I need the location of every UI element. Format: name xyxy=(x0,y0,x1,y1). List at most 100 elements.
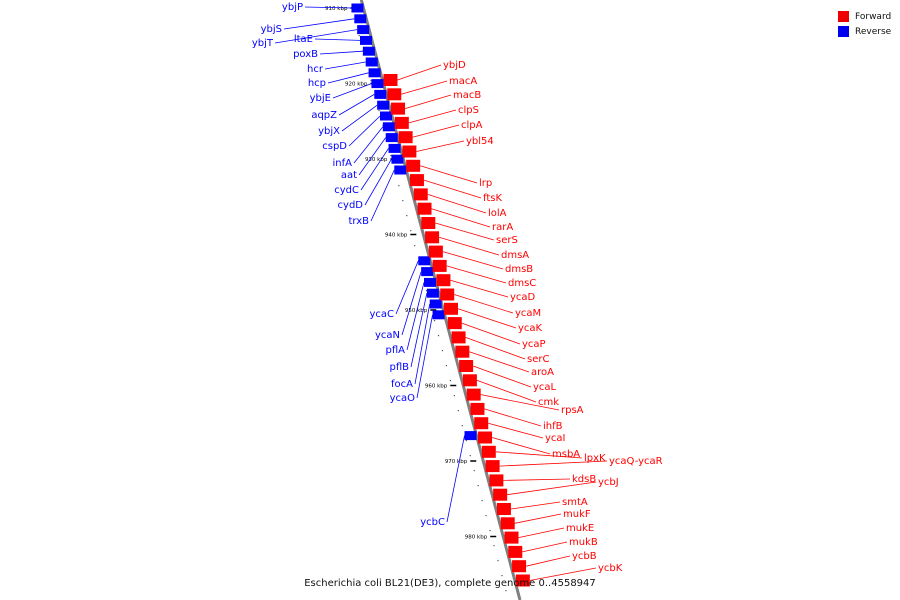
gene-leader-line xyxy=(416,140,465,152)
gene-leader-line xyxy=(514,513,562,524)
minor-tick xyxy=(437,335,440,337)
gene-feature-cydc xyxy=(388,143,401,153)
legend-item-reverse: Reverse xyxy=(838,24,891,39)
scale-tick-label: 950 kbp xyxy=(405,308,428,314)
gene-leader-line xyxy=(461,322,521,345)
gene-label-cydc: cydC xyxy=(334,185,359,196)
gene-feature-lpxk xyxy=(481,445,496,458)
gene-leader-line xyxy=(314,38,361,41)
gene-label-rpsa: rpsA xyxy=(561,405,584,416)
gene-feature-pfla xyxy=(424,277,437,287)
gene-label-hcr: hcr xyxy=(307,64,324,75)
gene-label-ycbj: ycbJ xyxy=(598,477,619,488)
gene-feature-ycak xyxy=(443,302,458,315)
gene-label-dmsb: dmsB xyxy=(505,264,533,275)
gene-leader-line xyxy=(401,80,448,95)
gene-feature-kdsb xyxy=(489,474,504,487)
minor-tick xyxy=(402,200,404,202)
gene-feature-infa xyxy=(382,122,395,132)
gene-feature-smta xyxy=(496,503,511,515)
minor-tick xyxy=(453,395,455,397)
gene-leader-line xyxy=(358,137,387,176)
gene-leader-line xyxy=(457,308,517,329)
gene-label-foca: focA xyxy=(391,379,413,390)
legend-item-forward: Forward xyxy=(838,9,891,24)
gene-label-ycam: ycaM xyxy=(515,308,541,319)
gene-leader-line xyxy=(327,72,369,84)
gene-feature-dmsc xyxy=(432,259,447,272)
gene-leader-line xyxy=(446,265,507,284)
legend-label-forward: Forward xyxy=(855,11,892,22)
gene-leader-line xyxy=(488,422,544,439)
gene-label-lrp: lrp xyxy=(479,178,492,189)
gene-leader-line xyxy=(338,94,375,116)
gene-leader-line xyxy=(438,236,500,256)
minor-tick xyxy=(489,530,491,532)
gene-feature-hcp xyxy=(368,68,381,78)
scale-tick-label: 910 kbp xyxy=(325,6,348,12)
gene-features xyxy=(351,3,530,587)
gene-label-ybjd: ybjD xyxy=(443,60,466,71)
gene-feature-trxb xyxy=(394,165,407,175)
gene-label-macb: macB xyxy=(453,90,481,101)
gene-feature-clpa xyxy=(398,131,413,144)
gene-feature-aroa xyxy=(455,345,470,358)
gene-label-ycaq-ycar: ycaQ-ycaR xyxy=(609,456,663,467)
gene-feature-rara xyxy=(417,202,432,215)
gene-label-mukb: mukB xyxy=(569,537,598,548)
minor-tick xyxy=(426,290,428,292)
gene-leader-line xyxy=(304,6,352,9)
gene-label-ycac: ycaC xyxy=(369,309,394,320)
gene-leader-line xyxy=(401,271,422,336)
gene-label-ybjt: ybjT xyxy=(252,38,274,49)
minor-tick xyxy=(457,410,459,412)
gene-label-smta: smtA xyxy=(562,497,588,508)
gene-label-clpa: clpA xyxy=(461,120,483,131)
gene-label-ftsk: ftsK xyxy=(483,193,502,204)
gene-feature-aqpz xyxy=(374,89,387,99)
gene-leader-line xyxy=(507,481,597,496)
gene-leader-line xyxy=(408,109,457,124)
gene-feature-mukf xyxy=(500,517,515,530)
gene-label-lola: lolA xyxy=(488,208,507,219)
gene-leader-line xyxy=(510,501,561,510)
gene-label-ycan: ycaN xyxy=(375,330,400,341)
gene-label-cmk: cmk xyxy=(538,397,559,408)
gene-leader-line xyxy=(469,351,530,373)
gene-feature-ybjp xyxy=(351,3,364,13)
gene-feature-ybjt xyxy=(357,25,370,35)
scale-tick-label: 960 kbp xyxy=(425,384,448,390)
gene-feature-clps xyxy=(394,116,409,129)
gene-feature-ihfb xyxy=(470,402,485,415)
minor-tick xyxy=(398,185,400,187)
gene-leader-line xyxy=(283,18,355,30)
gene-label-clps: clpS xyxy=(458,105,479,116)
gene-label-ybjs: ybjS xyxy=(261,24,282,35)
legend: Forward Reverse xyxy=(838,9,891,39)
gene-leader-line xyxy=(414,303,431,385)
gene-label-mukf: mukF xyxy=(563,509,591,520)
minor-tick xyxy=(406,215,408,217)
gene-label-aroa: aroA xyxy=(531,367,554,378)
gene-label-rara: rarA xyxy=(492,222,513,233)
minor-tick xyxy=(465,440,467,442)
gene-leader-line xyxy=(348,115,381,147)
gene-label-dmsa: dmsA xyxy=(501,250,529,261)
gene-leader-line xyxy=(397,64,442,81)
minor-tick xyxy=(370,80,372,82)
gene-feature-ycbb xyxy=(512,560,527,573)
gene-feature-ybjs xyxy=(354,14,367,24)
gene-leader-line xyxy=(480,394,560,411)
gene-label-ycbc: ycbC xyxy=(420,517,445,528)
gene-leader-line xyxy=(360,148,389,191)
gene-feature-macb xyxy=(391,102,406,115)
gene-feature-sers xyxy=(421,217,436,229)
gene-label-lpxk: lpxK xyxy=(584,453,606,464)
minor-tick xyxy=(485,515,487,517)
gene-feature-poxb xyxy=(362,46,375,56)
gene-feature-ycaq-ycar xyxy=(485,460,500,473)
gene-feature-serc xyxy=(451,331,466,344)
gene-leader-line xyxy=(435,222,495,241)
